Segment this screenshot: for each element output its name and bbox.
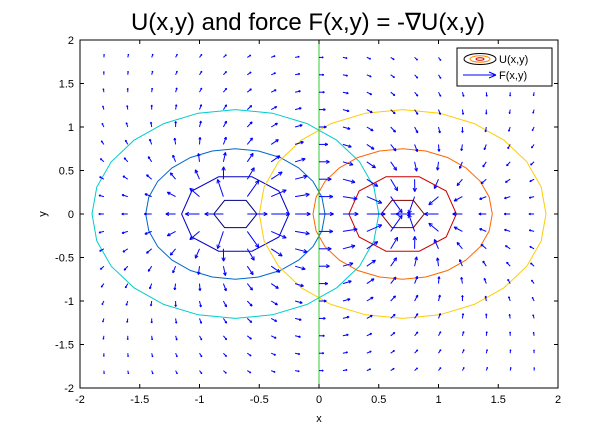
force-arrow <box>534 368 535 371</box>
y-tick-label: 2 <box>68 35 74 47</box>
y-tick-label: -1 <box>64 296 74 308</box>
x-tick-label: 0.5 <box>371 394 386 406</box>
force-arrow <box>104 371 105 374</box>
x-tick-label: 1.5 <box>491 394 506 406</box>
force-arrow <box>151 105 152 110</box>
y-axis-label: y <box>37 211 49 217</box>
x-tick-label: 1 <box>435 394 441 406</box>
y-tick-label: -2 <box>64 383 74 395</box>
y-tick-label: 1.5 <box>59 79 74 91</box>
force-arrow <box>319 57 323 58</box>
x-tick-label: -1.5 <box>130 394 149 406</box>
force-arrow <box>319 370 323 371</box>
x-axis-label: x <box>316 413 322 425</box>
legend: U(x,y) F(x,y) <box>457 48 552 86</box>
y-tick-label: -0.5 <box>55 253 74 265</box>
legend-label-arrow: F(x,y) <box>499 70 527 82</box>
chart-title: U(x,y) and force F(x,y) = -∇U(x,y) <box>131 9 485 36</box>
x-tick-label: -0.5 <box>250 394 269 406</box>
x-tick-label: 0 <box>316 394 322 406</box>
force-arrow <box>104 54 105 57</box>
y-tick-label: -1.5 <box>55 340 74 352</box>
force-arrow <box>534 350 535 353</box>
force-arrow <box>151 318 152 323</box>
y-tick-label: 0 <box>68 209 74 221</box>
force-arrow <box>486 314 487 319</box>
force-arrow <box>486 110 487 115</box>
force-arrow <box>103 72 104 75</box>
legend-label-contour: U(x,y) <box>499 54 528 66</box>
force-arrow <box>319 74 324 75</box>
x-tick-label: -2 <box>75 394 85 406</box>
x-tick-label: -1 <box>195 394 205 406</box>
y-tick-label: 0.5 <box>59 166 74 178</box>
force-arrow <box>319 353 324 354</box>
x-tick-label: 2 <box>555 394 561 406</box>
force-arrow <box>103 353 104 356</box>
y-tick-label: 1 <box>68 122 74 134</box>
